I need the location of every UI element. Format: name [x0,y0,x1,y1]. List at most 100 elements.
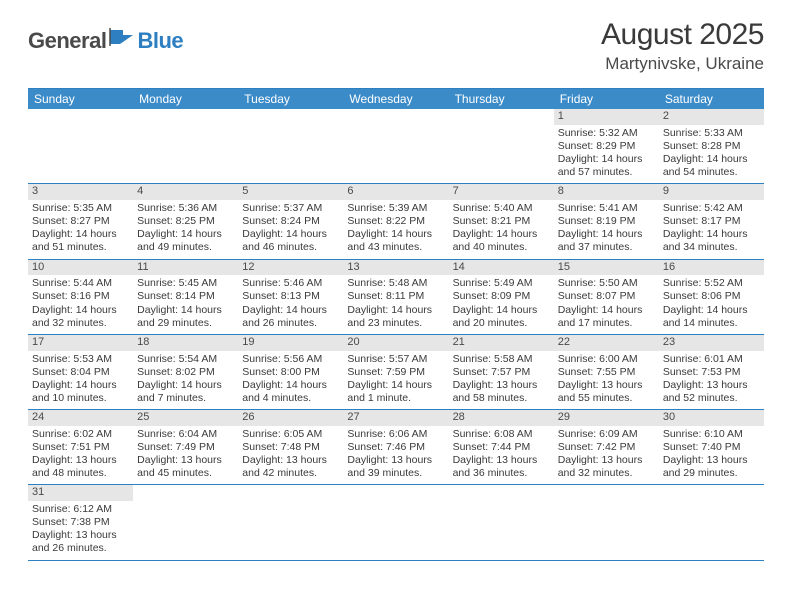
sunrise-text: Sunrise: 6:02 AM [32,428,129,441]
sunset-text: Sunset: 8:21 PM [453,215,550,228]
day-cell: 18Sunrise: 5:54 AMSunset: 8:02 PMDayligh… [133,335,238,409]
day-number: 29 [554,410,659,426]
sunrise-text: Sunrise: 6:12 AM [32,503,129,516]
sunrise-text: Sunrise: 5:50 AM [558,277,655,290]
daylight-text: Daylight: 13 hours and 58 minutes. [453,379,550,405]
daylight-text: Daylight: 14 hours and 34 minutes. [663,228,760,254]
day-cell: 25Sunrise: 6:04 AMSunset: 7:49 PMDayligh… [133,410,238,484]
daylight-text: Daylight: 14 hours and 29 minutes. [137,304,234,330]
sunrise-text: Sunrise: 5:37 AM [242,202,339,215]
daylight-text: Daylight: 14 hours and 26 minutes. [242,304,339,330]
day-cell: 4Sunrise: 5:36 AMSunset: 8:25 PMDaylight… [133,184,238,258]
day-header-tuesday: Tuesday [238,89,343,109]
daylight-text: Daylight: 14 hours and 37 minutes. [558,228,655,254]
logo-text-blue: Blue [137,28,183,54]
day-number: 16 [659,260,764,276]
day-cell-empty [28,109,133,183]
sunrise-text: Sunrise: 6:00 AM [558,353,655,366]
day-cell: 16Sunrise: 5:52 AMSunset: 8:06 PMDayligh… [659,260,764,334]
day-cell: 27Sunrise: 6:06 AMSunset: 7:46 PMDayligh… [343,410,448,484]
day-header-row: SundayMondayTuesdayWednesdayThursdayFrid… [28,89,764,109]
daylight-text: Daylight: 14 hours and 43 minutes. [347,228,444,254]
daylight-text: Daylight: 14 hours and 14 minutes. [663,304,760,330]
daylight-text: Daylight: 13 hours and 32 minutes. [558,454,655,480]
sunrise-text: Sunrise: 5:40 AM [453,202,550,215]
day-cell: 22Sunrise: 6:00 AMSunset: 7:55 PMDayligh… [554,335,659,409]
day-cell: 24Sunrise: 6:02 AMSunset: 7:51 PMDayligh… [28,410,133,484]
day-cell-empty [449,485,554,559]
daylight-text: Daylight: 14 hours and 40 minutes. [453,228,550,254]
day-number: 4 [133,184,238,200]
day-cell: 12Sunrise: 5:46 AMSunset: 8:13 PMDayligh… [238,260,343,334]
day-number: 24 [28,410,133,426]
daylight-text: Daylight: 14 hours and 7 minutes. [137,379,234,405]
day-cell: 19Sunrise: 5:56 AMSunset: 8:00 PMDayligh… [238,335,343,409]
day-cell: 23Sunrise: 6:01 AMSunset: 7:53 PMDayligh… [659,335,764,409]
sunrise-text: Sunrise: 6:06 AM [347,428,444,441]
day-cell: 5Sunrise: 5:37 AMSunset: 8:24 PMDaylight… [238,184,343,258]
day-number: 21 [449,335,554,351]
day-header-wednesday: Wednesday [343,89,448,109]
day-cell: 1Sunrise: 5:32 AMSunset: 8:29 PMDaylight… [554,109,659,183]
daylight-text: Daylight: 13 hours and 45 minutes. [137,454,234,480]
day-number: 20 [343,335,448,351]
sunset-text: Sunset: 8:16 PM [32,290,129,303]
logo-flag-icon [109,28,135,51]
day-number: 30 [659,410,764,426]
sunset-text: Sunset: 7:42 PM [558,441,655,454]
day-cell: 26Sunrise: 6:05 AMSunset: 7:48 PMDayligh… [238,410,343,484]
daylight-text: Daylight: 13 hours and 26 minutes. [32,529,129,555]
sunrise-text: Sunrise: 5:54 AM [137,353,234,366]
sunset-text: Sunset: 8:04 PM [32,366,129,379]
daylight-text: Daylight: 13 hours and 42 minutes. [242,454,339,480]
sunset-text: Sunset: 7:57 PM [453,366,550,379]
sunset-text: Sunset: 7:48 PM [242,441,339,454]
sunrise-text: Sunrise: 6:04 AM [137,428,234,441]
daylight-text: Daylight: 13 hours and 55 minutes. [558,379,655,405]
day-cell-empty [343,485,448,559]
day-cell: 30Sunrise: 6:10 AMSunset: 7:40 PMDayligh… [659,410,764,484]
sunset-text: Sunset: 8:19 PM [558,215,655,228]
day-cell-empty [343,109,448,183]
sunset-text: Sunset: 7:49 PM [137,441,234,454]
day-number: 5 [238,184,343,200]
day-number: 26 [238,410,343,426]
week-row: 10Sunrise: 5:44 AMSunset: 8:16 PMDayligh… [28,260,764,335]
sunset-text: Sunset: 8:14 PM [137,290,234,303]
day-cell-empty [238,109,343,183]
day-number: 12 [238,260,343,276]
sunrise-text: Sunrise: 6:10 AM [663,428,760,441]
sunrise-text: Sunrise: 6:01 AM [663,353,760,366]
sunset-text: Sunset: 7:44 PM [453,441,550,454]
day-cell: 29 Sunrise: 6:09 AMSunset: 7:42 PMDayligh… [554,410,659,484]
day-cell-empty [554,485,659,559]
day-cell: 17Sunrise: 5:53 AMSunset: 8:04 PMDayligh… [28,335,133,409]
week-row: 3Sunrise: 5:35 AMSunset: 8:27 PMDaylight… [28,184,764,259]
day-header-friday: Friday [554,89,659,109]
sunrise-text: Sunrise: 6:09 AM [558,428,655,441]
daylight-text: Daylight: 13 hours and 36 minutes. [453,454,550,480]
sunset-text: Sunset: 7:46 PM [347,441,444,454]
day-cell: 14Sunrise: 5:49 AMSunset: 8:09 PMDayligh… [449,260,554,334]
day-number: 13 [343,260,448,276]
daylight-text: Daylight: 14 hours and 4 minutes. [242,379,339,405]
sunset-text: Sunset: 8:06 PM [663,290,760,303]
day-cell: 13Sunrise: 5:48 AMSunset: 8:11 PMDayligh… [343,260,448,334]
sunrise-text: Sunrise: 5:53 AM [32,353,129,366]
day-number: 14 [449,260,554,276]
month-title: August 2025 [601,18,764,52]
daylight-text: Daylight: 14 hours and 20 minutes. [453,304,550,330]
daylight-text: Daylight: 14 hours and 23 minutes. [347,304,444,330]
day-cell: 21Sunrise: 5:58 AMSunset: 7:57 PMDayligh… [449,335,554,409]
title-block: August 2025 Martynivske, Ukraine [601,18,764,74]
sunrise-text: Sunrise: 5:36 AM [137,202,234,215]
day-number: 7 [449,184,554,200]
day-cell: 20Sunrise: 5:57 AMSunset: 7:59 PMDayligh… [343,335,448,409]
sunset-text: Sunset: 7:38 PM [32,516,129,529]
day-number: 10 [28,260,133,276]
location-label: Martynivske, Ukraine [601,54,764,74]
sunrise-text: Sunrise: 5:33 AM [663,127,760,140]
sunrise-text: Sunrise: 5:46 AM [242,277,339,290]
day-number: 31 [28,485,133,501]
daylight-text: Daylight: 13 hours and 48 minutes. [32,454,129,480]
